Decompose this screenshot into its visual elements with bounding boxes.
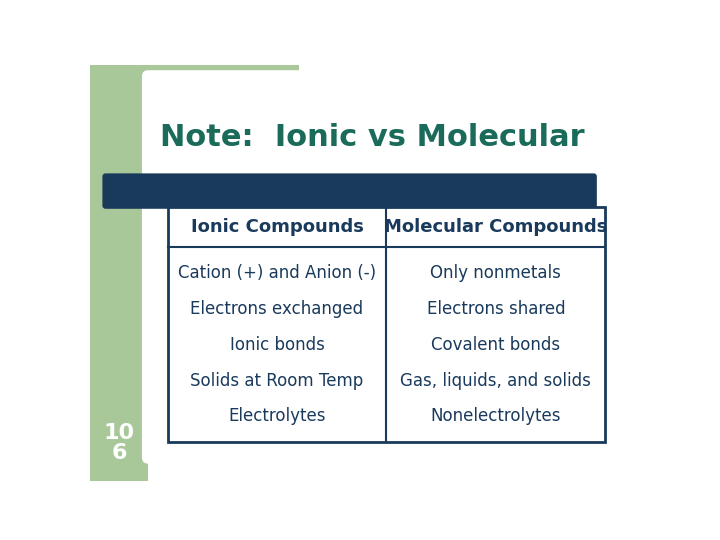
- Text: Cation (+) and Anion (-): Cation (+) and Anion (-): [178, 264, 376, 282]
- Text: 6: 6: [112, 443, 127, 463]
- Text: Ionic Compounds: Ionic Compounds: [191, 218, 364, 237]
- Text: 10: 10: [104, 423, 135, 443]
- Text: Nonelectrolytes: Nonelectrolytes: [431, 408, 561, 426]
- Text: Molecular Compounds: Molecular Compounds: [384, 218, 608, 237]
- Bar: [90, 65, 148, 481]
- Text: Solids at Room Temp: Solids at Room Temp: [190, 372, 364, 389]
- Text: Gas, liquids, and solids: Gas, liquids, and solids: [400, 372, 591, 389]
- FancyBboxPatch shape: [102, 173, 597, 209]
- Text: Only nonmetals: Only nonmetals: [431, 264, 562, 282]
- Bar: [148, 65, 300, 150]
- Text: Electrons exchanged: Electrons exchanged: [190, 300, 364, 318]
- Text: Electrons shared: Electrons shared: [426, 300, 565, 318]
- Text: Note:  Ionic vs Molecular: Note: Ionic vs Molecular: [160, 124, 585, 152]
- Text: Covalent bonds: Covalent bonds: [431, 336, 560, 354]
- Text: Electrolytes: Electrolytes: [228, 408, 325, 426]
- Bar: [168, 207, 606, 442]
- FancyBboxPatch shape: [142, 70, 647, 464]
- Text: Ionic bonds: Ionic bonds: [230, 336, 325, 354]
